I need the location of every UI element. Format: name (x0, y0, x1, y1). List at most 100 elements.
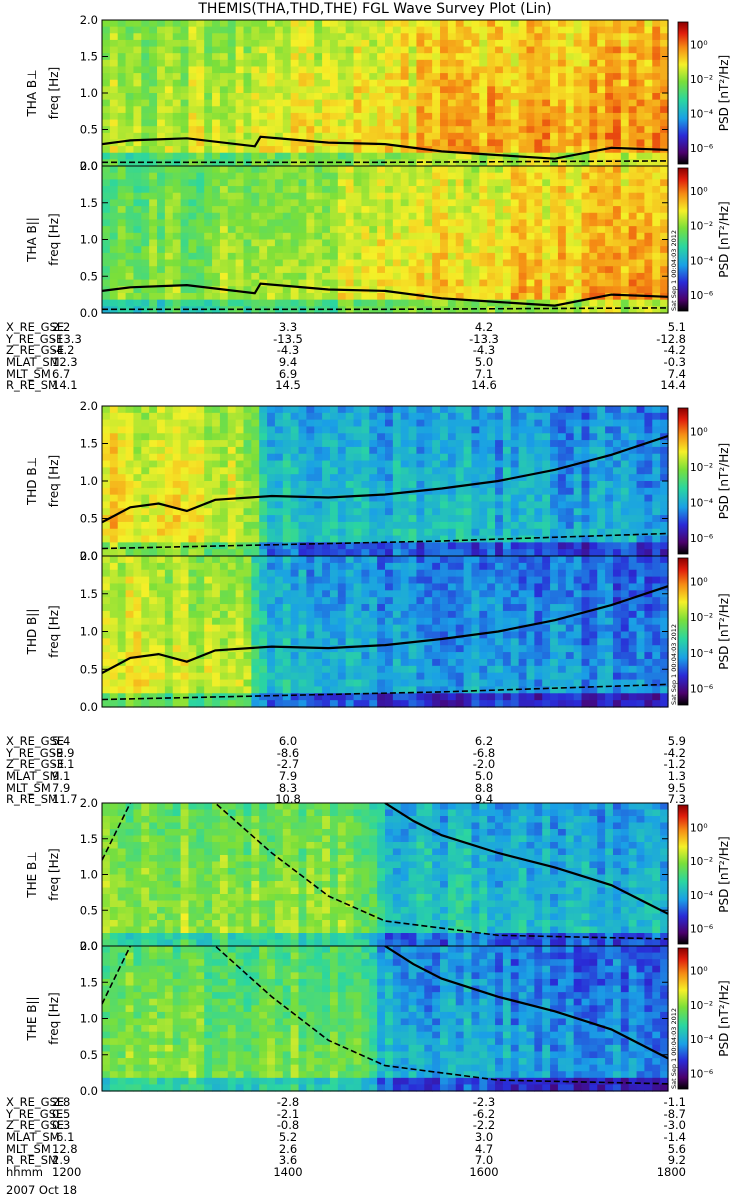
spectrogram-cell (133, 212, 142, 221)
spectrogram-cell (377, 494, 386, 503)
spectrogram-cell (117, 569, 127, 578)
spectrogram-cell (542, 306, 551, 314)
spectrogram-cell (282, 501, 292, 509)
spectrogram-cell (259, 535, 268, 543)
spectrogram-cell (652, 467, 661, 475)
spectrogram-cell (660, 446, 669, 455)
spectrogram-cell (612, 26, 622, 34)
spectrogram-cell (628, 412, 638, 421)
spectrogram-cell (495, 66, 504, 74)
spectrogram-cell (259, 179, 268, 187)
spectrogram-cell (589, 66, 598, 74)
spectrogram-cell (235, 172, 245, 180)
spectrogram-cell (314, 172, 323, 180)
spectrogram-cell (612, 508, 622, 516)
spectrogram-cell (141, 645, 150, 653)
spectrogram-cell (495, 481, 504, 489)
spectrogram-cell (432, 159, 441, 167)
spectrogram-cell (581, 139, 590, 147)
spectrogram-cell (510, 46, 520, 54)
spectrogram-cell (172, 508, 182, 516)
spectrogram-cell (416, 106, 425, 114)
spectrogram-cell (487, 508, 496, 516)
spectrogram-cell (204, 106, 213, 114)
spectrogram-cell (290, 521, 300, 530)
spectrogram-cell (282, 481, 292, 489)
spectrogram-cell (385, 172, 394, 180)
spectrogram-cell (479, 292, 488, 301)
spectrogram-cell (550, 46, 559, 54)
spectrogram-cell (652, 172, 661, 180)
spectrogram-cell (204, 152, 213, 160)
spectrogram-cell (424, 549, 433, 557)
spectrogram-cell (534, 46, 543, 54)
spectrogram-cell (612, 59, 622, 68)
spectrogram-cell (274, 266, 284, 274)
spectrogram-cell (361, 99, 370, 107)
spectrogram-cell (557, 521, 567, 530)
spectrogram-cell (196, 192, 205, 201)
spectrogram-cell (518, 440, 528, 448)
spectrogram-cell (581, 146, 590, 154)
spectrogram-cell (353, 259, 363, 267)
spectrogram-cell (518, 33, 528, 41)
spectrogram-cell (385, 53, 394, 61)
spectrogram-cell (550, 535, 559, 543)
spectrogram-cell (471, 460, 480, 468)
spectrogram-cell (322, 159, 331, 167)
spectrogram-cell (188, 266, 197, 274)
spectrogram-cell (573, 239, 583, 247)
spectrogram-cell (353, 66, 363, 74)
spectrogram-cell (471, 306, 480, 314)
spectrogram-cell (204, 126, 213, 134)
spectrogram-cell (149, 259, 158, 267)
y-tick-label: 0.5 (80, 512, 98, 526)
spectrogram-cell (102, 119, 111, 127)
spectrogram-cell (510, 39, 520, 48)
spectrogram-cell (526, 426, 535, 434)
spectrogram-cell (518, 239, 528, 247)
spectrogram-cell (605, 440, 614, 448)
spectrogram-cell (353, 239, 363, 247)
spectrogram-cell (581, 433, 590, 441)
spectrogram-cell (557, 474, 567, 482)
spectrogram-cell (495, 192, 504, 201)
spectrogram-cell (361, 93, 370, 101)
spectrogram-cell (455, 152, 465, 160)
spectrogram-cell (455, 252, 465, 261)
spectrogram-cell (109, 292, 119, 301)
spectrogram-cell (557, 239, 567, 247)
spectrogram-cell (416, 528, 425, 537)
spectrogram-cell (204, 528, 213, 537)
spectrogram-cell (314, 179, 323, 187)
spectrogram-cell (125, 286, 135, 294)
spectrogram-cell (259, 501, 268, 509)
spectrogram-cell (282, 152, 292, 160)
spectrogram-cell (109, 460, 119, 468)
spectrogram-cell (157, 494, 166, 503)
spectrogram-cell (251, 79, 260, 87)
spectrogram-cell (510, 266, 520, 274)
spectrogram-cell (125, 446, 135, 455)
spectrogram-cell (479, 139, 488, 147)
spectrogram-cell (510, 86, 520, 94)
spectrogram-cell (290, 549, 300, 557)
spectrogram-cell (274, 292, 284, 301)
spectrogram-cell (298, 446, 307, 455)
spectrogram-cell (102, 542, 111, 550)
spectrogram-cell (432, 53, 441, 61)
spectrogram-cell (440, 239, 449, 247)
spectrogram-cell (557, 467, 567, 475)
spectrogram-cell (660, 159, 669, 167)
spectrogram-cell (227, 259, 237, 267)
spectrogram-cell (133, 206, 142, 214)
spectrogram-cell (314, 453, 323, 462)
spectrogram-cell (542, 474, 551, 482)
spectrogram-cell (377, 226, 386, 234)
colorbar-tick-label: 10⁰ (690, 40, 708, 52)
spectrogram-cell (361, 226, 370, 234)
spectrogram-cell (400, 199, 410, 207)
spectrogram-cell (117, 535, 127, 543)
spectrogram-cell (290, 501, 300, 509)
spectrogram-cell (597, 186, 606, 194)
